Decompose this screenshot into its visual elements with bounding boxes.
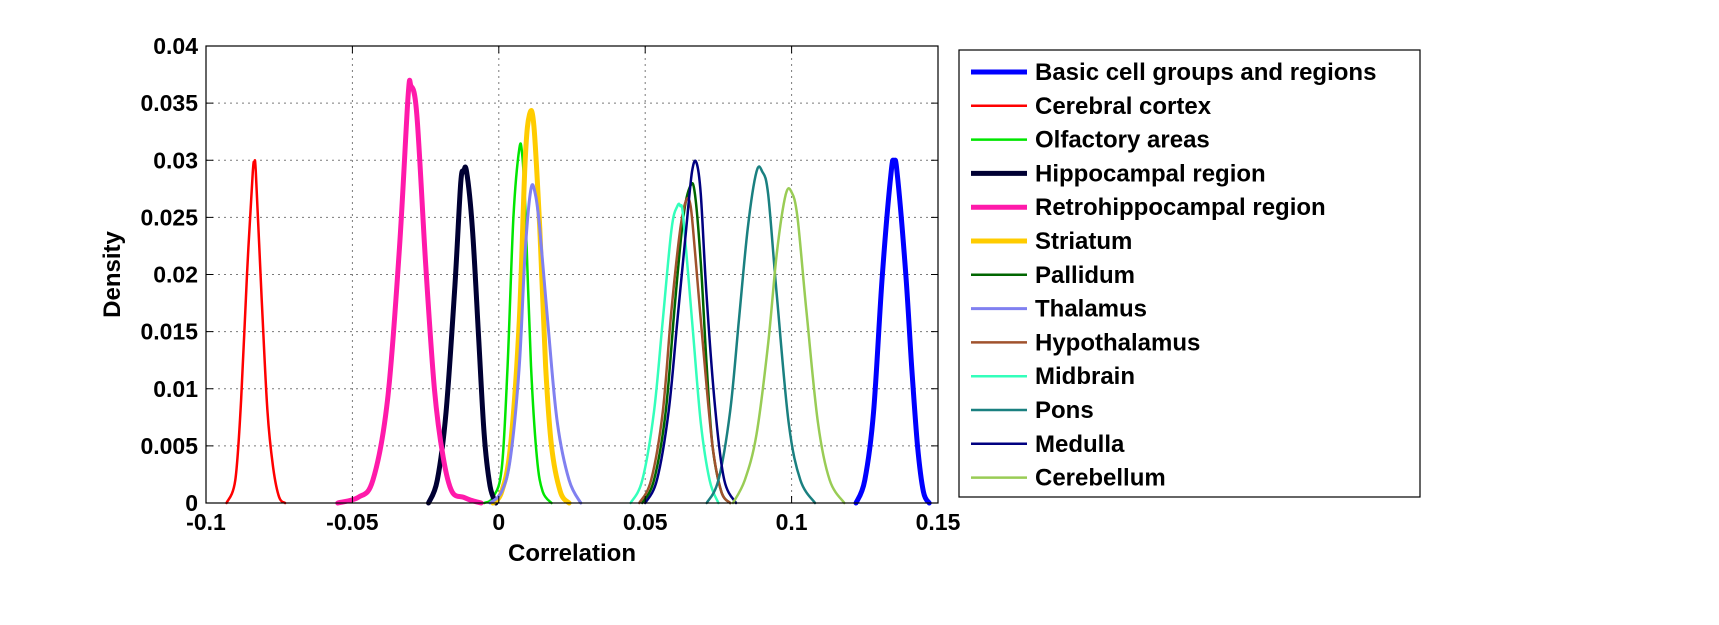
x-tick-label: -0.05: [326, 509, 379, 535]
series-line-0: [853, 157, 932, 506]
legend-label-8: Hypothalamus: [1035, 329, 1200, 356]
x-tick-label: 0.05: [623, 509, 668, 535]
series-line-11: [643, 159, 738, 505]
series-line-10: [705, 165, 817, 505]
y-tick-label: 0.03: [153, 147, 198, 173]
series-line-3: [426, 164, 499, 506]
y-tick-label: 0.005: [140, 433, 198, 459]
series-line-5: [490, 108, 572, 506]
y-tick-label: 0.035: [140, 90, 198, 116]
legend-label-4: Retrohippocampal region: [1035, 194, 1326, 221]
legend-box: [958, 49, 1421, 498]
legend-label-2: Olfactory areas: [1035, 127, 1210, 154]
y-tick-label: 0.01: [153, 376, 198, 402]
series-line-12: [731, 186, 846, 505]
y-axis-label: Density: [99, 231, 126, 318]
series-line-1: [225, 159, 287, 505]
y-tick-label: 0.025: [140, 204, 198, 230]
axis-ticks: -0.1 -0.05 0 0.05 0.1 0.15 0 0.005 0.01 0.015 0.02…: [140, 33, 960, 535]
legend: Basic cell groups and regions Cerebral co…: [958, 49, 1421, 498]
legend-label-10: Pons: [1035, 397, 1094, 424]
series-line-4: [335, 77, 484, 506]
legend-label-7: Thalamus: [1035, 296, 1147, 323]
y-tick-label: 0: [185, 490, 198, 516]
x-tick-label: 0.1: [776, 509, 808, 535]
legend-label-6: Pallidum: [1035, 262, 1135, 289]
series-line-7: [488, 183, 583, 505]
legend-label-3: Hippocampal region: [1035, 160, 1266, 187]
series-lines: [225, 77, 932, 506]
legend-label-11: Medulla: [1035, 431, 1125, 458]
series-line-2: [482, 142, 553, 505]
series-line-9: [629, 202, 720, 505]
x-tick-label: -0.1: [186, 509, 226, 535]
legend-label-12: Cerebellum: [1035, 465, 1166, 492]
x-axis-label: Correlation: [508, 540, 636, 567]
legend-label-1: Cerebral cortex: [1035, 93, 1212, 120]
y-tick-label: 0.04: [153, 33, 198, 59]
legend-label-9: Midbrain: [1035, 363, 1135, 390]
y-tick-label: 0.015: [140, 319, 198, 345]
x-tick-label: 0: [492, 509, 505, 535]
legend-label-5: Striatum: [1035, 228, 1132, 255]
y-tick-label: 0.02: [153, 262, 198, 288]
x-tick-label: 0.15: [916, 509, 961, 535]
legend-label-0: Basic cell groups and regions: [1035, 59, 1376, 86]
grid-lines: [206, 46, 938, 503]
